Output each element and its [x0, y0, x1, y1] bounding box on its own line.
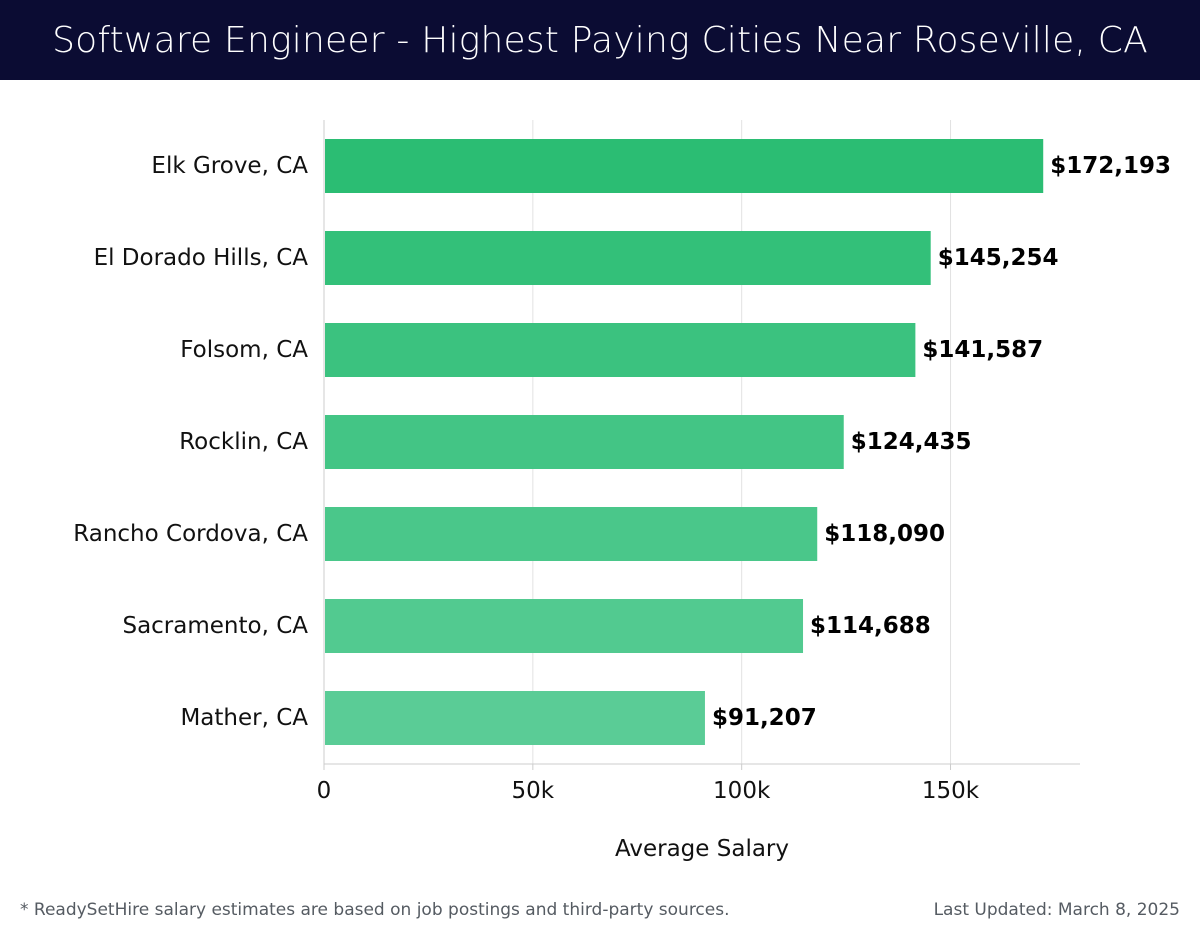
category-label: Rancho Cordova, CA — [73, 521, 308, 547]
bar — [325, 599, 804, 653]
data-label: $172,193 — [1050, 153, 1171, 179]
x-tick-label: 150k — [922, 778, 980, 804]
bar — [325, 231, 931, 285]
data-label: $145,254 — [938, 245, 1059, 271]
x-tick-label: 50k — [512, 778, 555, 804]
data-label: $118,090 — [824, 521, 945, 547]
chart-title: Software Engineer - Highest Paying Citie… — [52, 19, 1148, 61]
chart-title-bar: Software Engineer - Highest Paying Citie… — [0, 0, 1200, 80]
data-label: $114,688 — [810, 613, 931, 639]
x-tick-label: 0 — [317, 778, 332, 804]
bar — [325, 415, 844, 469]
category-label: Rocklin, CA — [179, 429, 308, 455]
bar — [325, 691, 705, 745]
category-label: Elk Grove, CA — [151, 153, 308, 179]
x-axis-title: Average Salary — [615, 836, 789, 862]
data-label: $124,435 — [851, 429, 972, 455]
bar — [325, 139, 1044, 193]
bar — [325, 323, 916, 377]
data-label: $141,587 — [922, 337, 1043, 363]
x-tick-label: 100k — [713, 778, 771, 804]
bar-chart: Elk Grove, CA $172,193 El Dorado Hills, CA… — [73, 120, 1171, 862]
category-label: El Dorado Hills, CA — [94, 245, 309, 271]
data-label: $91,207 — [712, 705, 817, 731]
category-label: Folsom, CA — [180, 337, 308, 363]
bar — [325, 507, 818, 561]
category-label: Sacramento, CA — [122, 613, 308, 639]
last-updated: Last Updated: March 8, 2025 — [933, 900, 1180, 920]
footer-note: * ReadySetHire salary estimates are base… — [20, 900, 730, 920]
category-label: Mather, CA — [180, 705, 308, 731]
